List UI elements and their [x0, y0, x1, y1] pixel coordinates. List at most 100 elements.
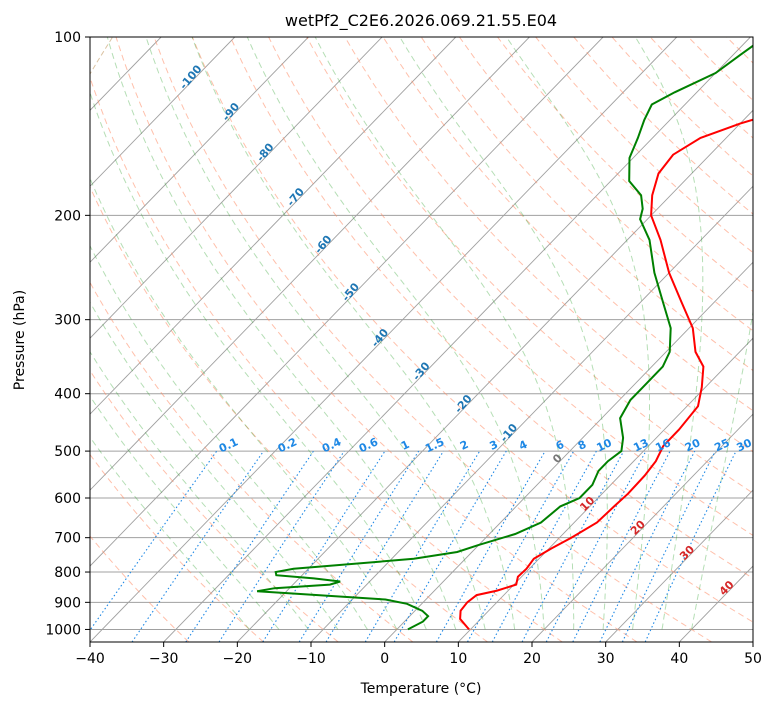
mixing-ratio-line	[491, 450, 597, 642]
dewpoint-profile-line	[256, 44, 753, 631]
y-axis-label: Pressure (hPa)	[12, 290, 28, 390]
mixing-ratio-label: 1.5	[423, 435, 446, 455]
isotherm-label: -20	[452, 392, 475, 416]
dry-adiabat-label: 20	[628, 517, 648, 537]
y-tick-label: 400	[54, 387, 81, 403]
y-tick-label: 700	[54, 531, 81, 547]
isotherm-label: -70	[284, 185, 307, 209]
moist-adiabat-line	[505, 37, 650, 630]
x-tick-label: −40	[75, 651, 105, 667]
mixing-ratio-label: 13	[631, 436, 650, 454]
dry-adiabat-line	[90, 281, 414, 642]
dry-adiabat-line	[726, 37, 753, 64]
mixing-ratio-label: 0.2	[276, 435, 299, 455]
x-tick-label: 20	[523, 651, 541, 667]
dry-adiabat-line	[191, 37, 753, 623]
dry-adiabat-line	[649, 37, 753, 139]
x-axis-label: Temperature (°C)	[360, 681, 482, 697]
moist-adiabat-line	[90, 301, 339, 630]
x-tick-label: 10	[449, 651, 467, 667]
isotherm-line	[90, 37, 530, 491]
mixing-ratio-label: 25	[712, 436, 731, 454]
mixing-ratio-line	[325, 450, 444, 642]
dry-adiabat-line	[90, 535, 190, 642]
mixing-ratio-line	[621, 450, 716, 642]
isotherm-line	[531, 413, 753, 642]
moist-adiabat-line	[90, 436, 250, 630]
dry-adiabat-label: 30	[677, 543, 697, 563]
isotherm-line	[310, 185, 753, 642]
y-tick-label: 800	[54, 565, 81, 581]
mixing-ratio-line	[185, 450, 314, 642]
y-tick-label: 600	[54, 491, 81, 507]
mixing-ratio-label: 36	[771, 436, 775, 454]
isotherm-line	[90, 37, 457, 415]
isotherm-line	[458, 337, 753, 642]
mixing-ratio-label: 0.1	[217, 435, 240, 455]
moist-adiabat-line	[399, 37, 608, 630]
axes: −40 −30 −20 −10 0 10 20 30 40 50 1000 900 800 700 600 5…	[45, 30, 762, 667]
isotherm-label: -30	[410, 359, 433, 383]
isotherm-label: -80	[254, 140, 277, 164]
line-annotations: -100-90-80-70-60-50-40-30-20-100.1 0.2 0.4…	[177, 62, 775, 598]
dry-adiabat-line	[115, 37, 638, 642]
isotherm-line	[90, 37, 309, 263]
mixing-ratio-label: 20	[683, 436, 703, 454]
isotherm-line	[90, 37, 604, 567]
mixing-ratio-line	[435, 450, 546, 642]
x-tick-label: −30	[149, 651, 179, 667]
moist-adiabat-line	[246, 37, 545, 630]
dry-adiabat-line	[90, 369, 339, 642]
moist-adiabat-line	[634, 37, 704, 630]
isotherm-line	[752, 641, 753, 642]
isotherm-label: -100	[177, 62, 205, 92]
isotherm-line	[163, 37, 751, 642]
moist-adiabat-line	[90, 395, 280, 630]
x-tick-label: 40	[670, 651, 688, 667]
moist-adiabat-line	[90, 177, 398, 630]
mixing-ratio-label: 2	[458, 438, 470, 453]
mixing-ratio-line	[521, 450, 625, 642]
mixing-ratio-label: 30	[734, 436, 754, 454]
mixing-ratio-label: 0.4	[320, 435, 343, 455]
dry-adiabat-line	[687, 37, 753, 102]
isotherm-label: -60	[312, 233, 335, 257]
mixing-ratio-line	[545, 450, 647, 642]
dry-adiabat-label: 40	[717, 578, 737, 598]
isotherm-label: -40	[369, 326, 392, 350]
y-tick-label: 300	[54, 313, 81, 329]
plot-frame	[89, 36, 754, 643]
mixing-ratio-line	[218, 450, 345, 642]
y-tick-label: 200	[54, 208, 81, 224]
mixing-ratio-label: 0.6	[357, 435, 380, 455]
y-tick-label: 500	[54, 444, 81, 460]
x-tick-label: 30	[597, 651, 615, 667]
y-tick-label: 100	[54, 30, 81, 46]
mixing-ratio-line	[131, 450, 264, 642]
temperature-profile-line	[459, 118, 753, 631]
series-layer	[256, 44, 753, 631]
dry-adiabat-line	[497, 37, 753, 293]
mixing-ratio-label: 10	[595, 436, 615, 454]
mixing-ratio-line	[467, 450, 575, 642]
moist-adiabat-line	[145, 37, 486, 630]
mixing-ratio-line	[262, 450, 386, 642]
dry-adiabat-line	[90, 75, 563, 642]
isotherm-line	[90, 37, 383, 339]
moist-adiabat-line	[90, 90, 427, 630]
dry-adiabat-line	[535, 37, 753, 254]
moist-adiabat-line	[691, 308, 753, 630]
mixing-ratio-line	[90, 450, 218, 632]
x-tick-label: −10	[296, 651, 326, 667]
dry-adiabat-line	[420, 37, 753, 372]
mixing-ratio-label: 4	[517, 438, 530, 453]
chart-title: wetPf2_C2E6.2026.069.21.55.E04	[285, 11, 557, 31]
dry-adiabat-line	[90, 453, 264, 642]
moist-adiabat-line	[90, 244, 368, 630]
dry-adiabat-line	[765, 37, 775, 642]
dry-adiabat-line	[90, 185, 488, 642]
x-tick-label: −20	[223, 651, 253, 667]
isotherm-label: -90	[220, 100, 243, 124]
isotherm-line	[90, 37, 236, 187]
